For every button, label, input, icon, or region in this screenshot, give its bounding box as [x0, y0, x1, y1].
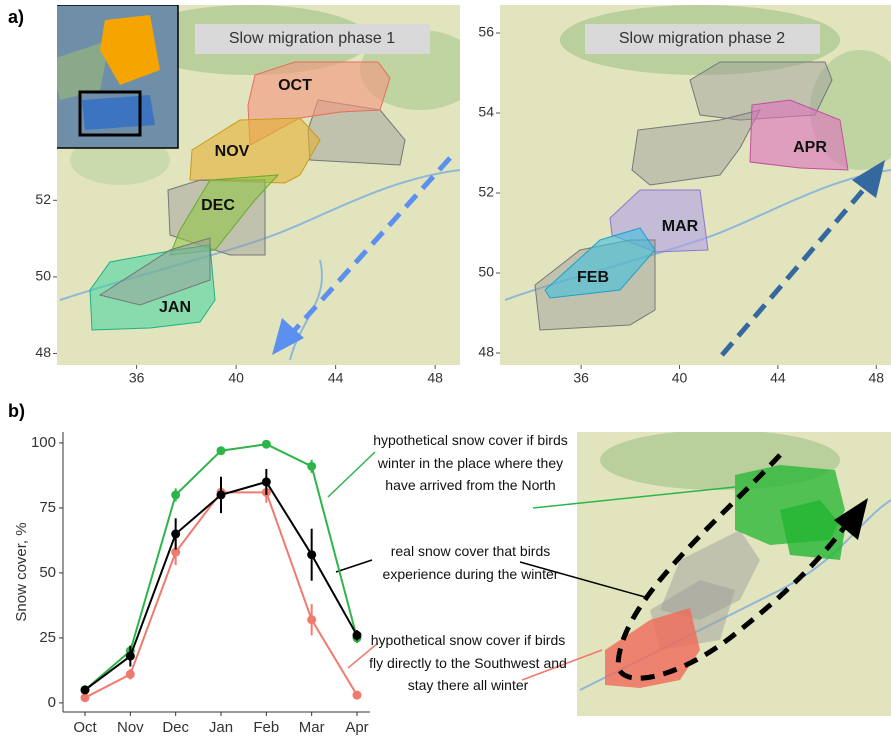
x-tick-label: Dec [162, 719, 189, 736]
region-label: APR [793, 139, 827, 156]
annotation: hypothetical snow cover if birds winter … [363, 429, 578, 497]
y-tick-label: 50 [478, 264, 494, 280]
x-tick-label: 44 [770, 370, 786, 386]
annotation: hypothetical snow cover if birds fly dir… [363, 629, 573, 697]
figure-canvas: Slow migration phase 1 OCT NOV DEC JAN S… [0, 0, 891, 736]
y-tick-label: 75 [39, 499, 56, 516]
y-tick-label: 56 [478, 24, 494, 40]
y-tick-label: 0 [48, 694, 56, 711]
point [353, 691, 362, 700]
region-label: OCT [278, 77, 312, 94]
x-tick-label: 40 [672, 370, 688, 386]
region-label: DEC [201, 197, 235, 214]
x-tick-label: Mar [299, 719, 325, 736]
x-tick-label: Jan [209, 719, 233, 736]
region-label: MAR [662, 218, 699, 235]
y-tick-label: 52 [35, 191, 51, 207]
point [307, 550, 316, 559]
figure: Slow migration phase 1 OCT NOV DEC JAN S… [0, 0, 891, 736]
map-title: Slow migration phase 2 [619, 30, 785, 47]
map-b [577, 430, 891, 716]
map-a1: Slow migration phase 1 OCT NOV DEC JAN [43, 5, 480, 365]
x-tick-label: Apr [345, 719, 368, 736]
y-tick-label: 54 [478, 104, 494, 120]
x-tick-label: 48 [427, 370, 443, 386]
x-tick-label: 36 [573, 370, 589, 386]
y-tick-label: 48 [35, 344, 51, 360]
x-tick-label: Oct [73, 719, 97, 736]
x-tick-label: 44 [328, 370, 344, 386]
region-label: JAN [159, 299, 191, 316]
y-tick-label: 50 [39, 564, 56, 581]
series-line [85, 492, 357, 697]
point [307, 462, 316, 471]
x-tick-label: Feb [253, 719, 279, 736]
x-tick-label: 48 [868, 370, 884, 386]
y-axis-label: Snow cover, % [13, 522, 30, 621]
y-tick-label: 48 [478, 344, 494, 360]
panel-label: a) [8, 7, 24, 27]
y-tick-label: 100 [31, 434, 56, 451]
map-title: Slow migration phase 1 [229, 30, 395, 47]
point [81, 685, 90, 694]
point [81, 693, 90, 702]
x-tick-label: 36 [129, 370, 145, 386]
point [217, 446, 226, 455]
point [262, 477, 271, 486]
point [126, 670, 135, 679]
y-tick-label: 52 [478, 184, 494, 200]
point [262, 440, 271, 449]
map-a2: Slow migration phase 2 FEB MAR APR [500, 5, 891, 365]
point [217, 490, 226, 499]
point [307, 615, 316, 624]
x-tick-label: Nov [117, 719, 144, 736]
y-tick-label: 25 [39, 629, 56, 646]
point [126, 652, 135, 661]
annotation: real snow cover that birds experience du… [368, 540, 573, 585]
point [353, 631, 362, 640]
y-tick-label: 50 [35, 268, 51, 284]
point [171, 529, 180, 538]
point [171, 490, 180, 499]
region-label: FEB [577, 269, 609, 286]
panel-label: b) [8, 401, 25, 421]
region-label: NOV [215, 143, 250, 160]
x-tick-label: 40 [228, 370, 244, 386]
